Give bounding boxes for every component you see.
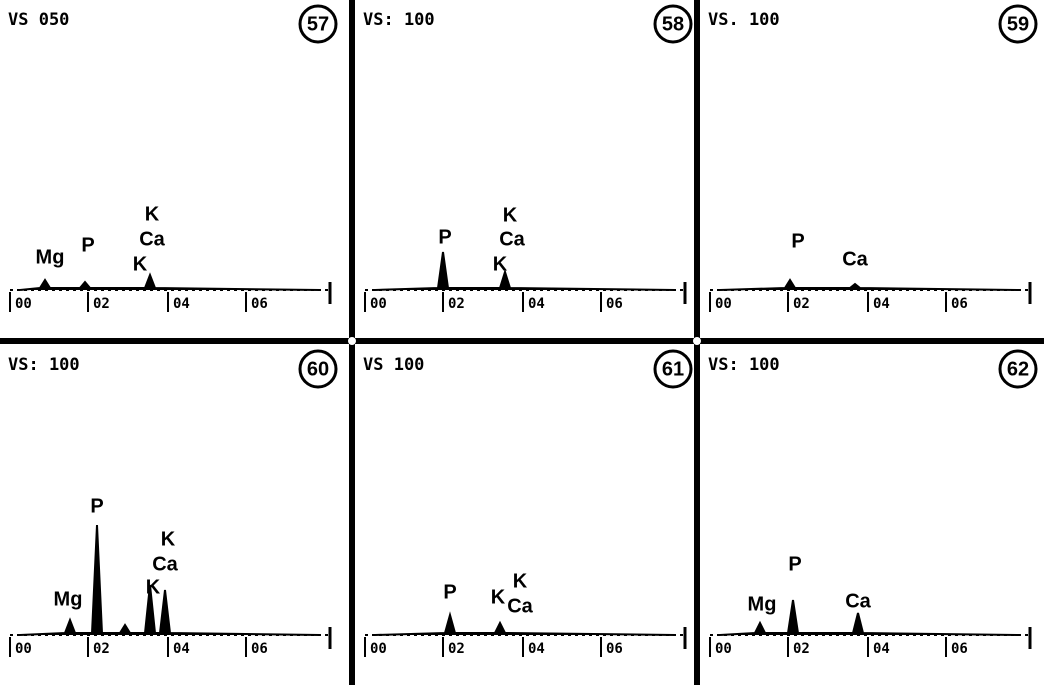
element-label: Ca: [845, 590, 871, 612]
element-label: Ca: [152, 553, 178, 575]
axis-label: 04: [528, 641, 545, 657]
element-label: Ca: [499, 228, 525, 250]
vs-label: VS 050: [8, 10, 69, 30]
element-label: P: [791, 230, 804, 252]
panel-number: 57: [307, 13, 329, 35]
axis-label: 06: [606, 296, 623, 312]
axis-label: 02: [93, 641, 110, 657]
panel-number: 62: [1007, 358, 1029, 380]
junction: [348, 337, 356, 345]
element-label: P: [788, 553, 801, 575]
panel-number: 58: [662, 13, 684, 35]
vs-label: VS: 100: [8, 355, 80, 375]
element-label: K: [491, 586, 506, 608]
vs-label: VS: 100: [363, 10, 435, 30]
axis-label: 00: [715, 641, 732, 657]
axis-label: 00: [370, 641, 387, 657]
axis-label: 02: [448, 296, 465, 312]
axis-label: 04: [173, 296, 190, 312]
element-label: Ca: [139, 228, 165, 250]
figure: VS 0505700020406MgPKCaKVS: 1005800020406…: [0, 0, 1044, 685]
element-label: K: [513, 570, 528, 592]
axis-label: 06: [951, 296, 968, 312]
element-label: K: [145, 203, 160, 225]
axis-label: 06: [606, 641, 623, 657]
panel-number: 59: [1007, 13, 1029, 35]
axis-label: 00: [15, 641, 32, 657]
axis-label: 00: [15, 296, 32, 312]
element-label: Ca: [842, 248, 868, 270]
axis-label: 00: [715, 296, 732, 312]
element-label: P: [438, 226, 451, 248]
vs-label: VS: 100: [708, 355, 780, 375]
element-label: Mg: [36, 246, 65, 268]
junction: [693, 337, 701, 345]
axis-label: 02: [793, 641, 810, 657]
element-label: K: [493, 253, 508, 275]
axis-label: 00: [370, 296, 387, 312]
element-label: K: [146, 576, 161, 598]
axis-label: 02: [793, 296, 810, 312]
vs-label: VS. 100: [708, 10, 780, 30]
panel-number: 61: [662, 358, 684, 380]
divider: [0, 338, 1044, 344]
element-label: Mg: [748, 593, 777, 615]
axis-label: 04: [528, 296, 545, 312]
element-label: P: [81, 234, 94, 256]
axis-label: 06: [251, 641, 268, 657]
element-label: Mg: [54, 588, 83, 610]
element-label: P: [90, 495, 103, 517]
axis-label: 02: [93, 296, 110, 312]
axis-label: 06: [951, 641, 968, 657]
element-label: K: [133, 253, 148, 275]
axis-label: 06: [251, 296, 268, 312]
axis-label: 02: [448, 641, 465, 657]
panel-number: 60: [307, 358, 329, 380]
element-label: P: [443, 581, 456, 603]
axis-label: 04: [873, 641, 890, 657]
element-label: K: [161, 528, 176, 550]
axis-label: 04: [873, 296, 890, 312]
vs-label: VS 100: [363, 355, 424, 375]
axis-label: 04: [173, 641, 190, 657]
element-label: K: [503, 204, 518, 226]
element-label: Ca: [507, 595, 533, 617]
